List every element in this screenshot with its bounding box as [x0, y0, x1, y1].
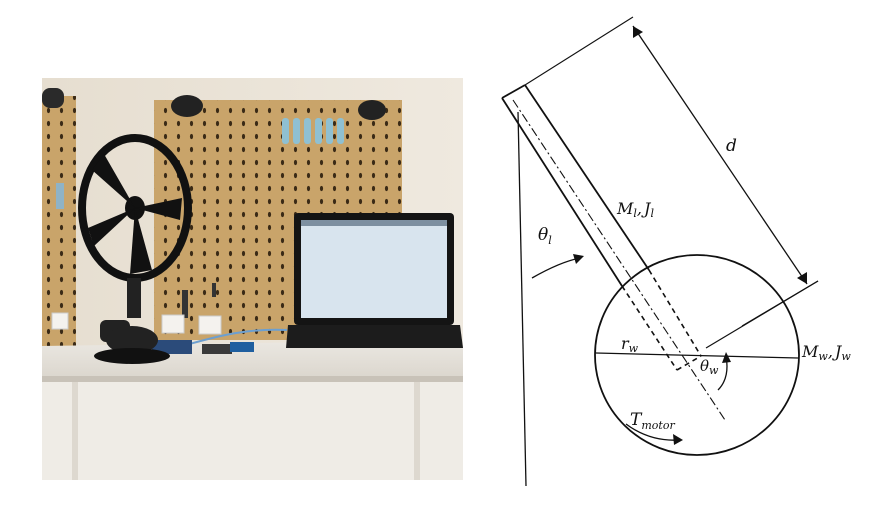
d-extension-bottom [741, 280, 819, 327]
wheel-diameter-line [595, 352, 799, 359]
wheel-outline [594, 254, 800, 456]
label-torque-motor: Tmotor [630, 410, 675, 432]
pegboard-left [42, 96, 76, 346]
d-extension-top [524, 16, 634, 86]
link-top-edge [501, 84, 526, 99]
label-d: d [726, 136, 737, 156]
label-theta-l: θl [538, 225, 552, 247]
laptop [286, 213, 463, 348]
label-link-mass-inertia: Ml, Jl [616, 199, 654, 220]
blue-hooks [282, 118, 344, 144]
link-centerline [512, 99, 726, 421]
schematic-diagram: d Ml, Jl θl rw θw Mw, Jw Tmotor [480, 0, 869, 512]
vertical-reference-line [517, 111, 527, 487]
link-dashed-bottom [676, 355, 702, 371]
link-outer-right-edge [524, 84, 650, 271]
theta-l-arrow [531, 257, 581, 279]
diagram-svg: d Ml, Jl θl rw θw Mw, Jw Tmotor [501, 16, 851, 487]
label-theta-w: θw [700, 357, 719, 377]
link-outer-left-edge [501, 97, 623, 287]
flywheel-prototype [78, 134, 192, 364]
link-dashed-left [621, 285, 678, 371]
photo-illustration [42, 78, 463, 480]
photo-experimental-setup [42, 78, 463, 480]
d-dimension-arrow [632, 25, 808, 285]
link-dashed-right [648, 269, 702, 357]
label-wheel-mass-inertia: Mw, Jw [801, 342, 851, 363]
label-r-w: rw [621, 334, 639, 355]
